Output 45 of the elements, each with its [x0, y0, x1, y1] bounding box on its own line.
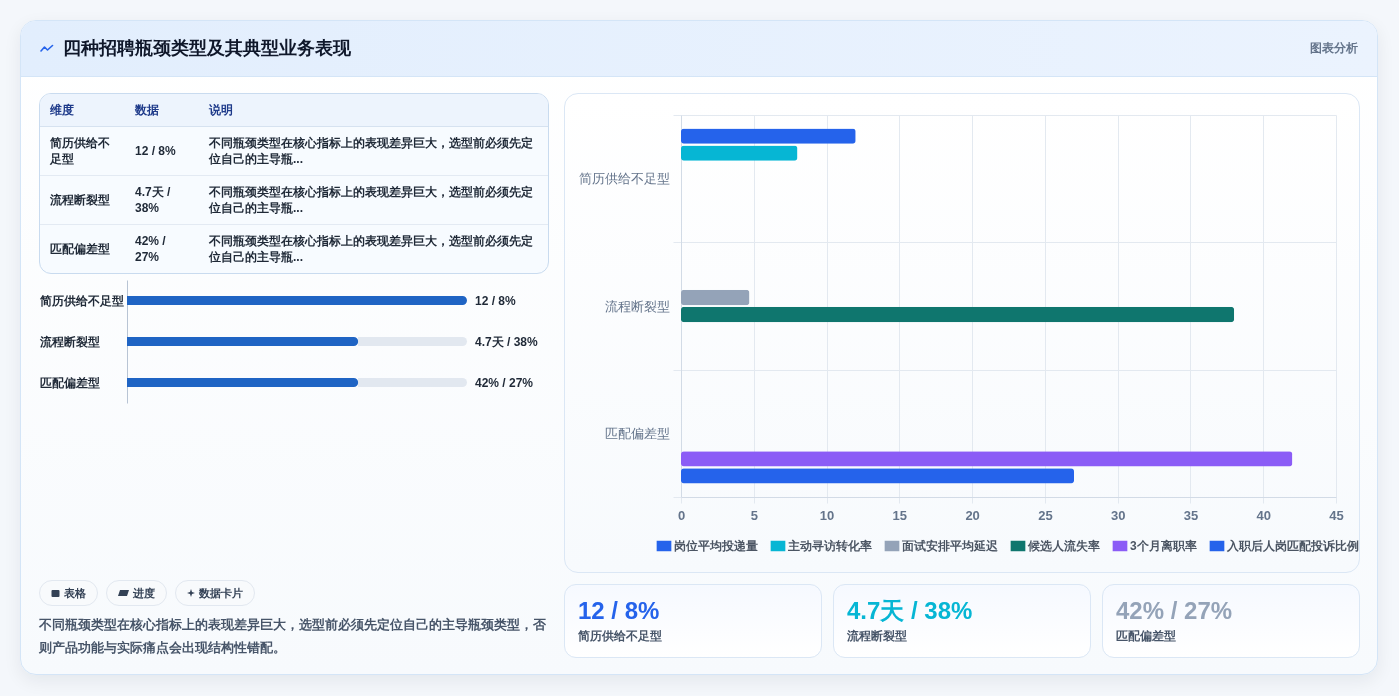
- y-tick-label: 流程断裂型: [604, 298, 670, 314]
- x-tick-label: 35: [1183, 507, 1199, 523]
- y-tick-label: 匹配偏差型: [39, 376, 100, 390]
- text: 42% / 27%: [1116, 597, 1233, 625]
- x-tick-label: 5: [750, 507, 758, 523]
- text: 12 / 8%: [475, 293, 517, 308]
- legend-label: 岗位平均投递量: [674, 539, 758, 553]
- legend-label: 候选人流失率: [1027, 539, 1100, 553]
- text: 不同瓶颈类型在核心指标上的表现差异巨大，选型前必须先定位自己的主导瓶颈类型，否则产品功能与实际痛点会出现结构性错配。: [39, 616, 547, 657]
- text: 4.7天 / 38%: [847, 597, 973, 625]
- x-tick-label: 10: [819, 507, 835, 523]
- legend-label: 入职后人岗匹配投诉比例: [1226, 539, 1359, 553]
- text: 12 / 8%: [578, 597, 660, 625]
- text: 12 / 8%: [125, 126, 199, 176]
- y-tick-label: 简历供给不足型: [38, 294, 124, 308]
- y-tick-label: 流程断裂型: [38, 335, 100, 349]
- text: 不同瓶颈类型在核心指标上的表现差异巨大，选型前必须先定位自己的主导瓶...: [199, 175, 548, 225]
- text: 42% / 27%: [475, 375, 534, 390]
- text: 4.7天 / 38%: [125, 175, 199, 225]
- x-tick-label: 30: [1110, 507, 1126, 523]
- text: 数据: [125, 94, 199, 127]
- text: 图表分析: [1310, 40, 1358, 56]
- legend-label: 主动寻访转化率: [787, 539, 872, 553]
- x-tick-label: 0: [677, 507, 686, 523]
- text: 不同瓶颈类型在核心指标上的表现差异巨大，选型前必须先定位自己的主导瓶...: [199, 126, 548, 176]
- y-tick-label: 匹配偏差型: [604, 425, 670, 441]
- text: 四种招聘瓶颈类型及其典型业务表现: [63, 37, 351, 60]
- text: 表格: [64, 585, 86, 601]
- x-tick-label: 25: [1038, 507, 1053, 523]
- legend-label: 3个月离职率: [1130, 539, 1197, 553]
- y-tick-label: 简历供给不足型: [578, 171, 670, 187]
- text: 维度: [40, 94, 125, 127]
- x-tick-label: 45: [1329, 507, 1344, 523]
- text: 进度: [133, 585, 155, 601]
- x-tick-label: 20: [965, 507, 980, 523]
- x-tick-label: 40: [1256, 507, 1271, 523]
- text: 说明: [199, 94, 548, 127]
- text: 数据卡片: [199, 585, 243, 601]
- text: 42% / 27%: [134, 233, 167, 266]
- text: 4.7天 / 38%: [475, 334, 539, 349]
- x-tick-label: 15: [892, 507, 908, 523]
- text: 流程断裂型: [847, 628, 907, 644]
- text: 不同瓶颈类型在核心指标上的表现差异巨大，选型前必须先定位自己的主导瓶...: [208, 233, 534, 266]
- text: 匹配偏差型: [1116, 628, 1176, 644]
- legend-label: 面试安排平均延迟: [901, 539, 999, 553]
